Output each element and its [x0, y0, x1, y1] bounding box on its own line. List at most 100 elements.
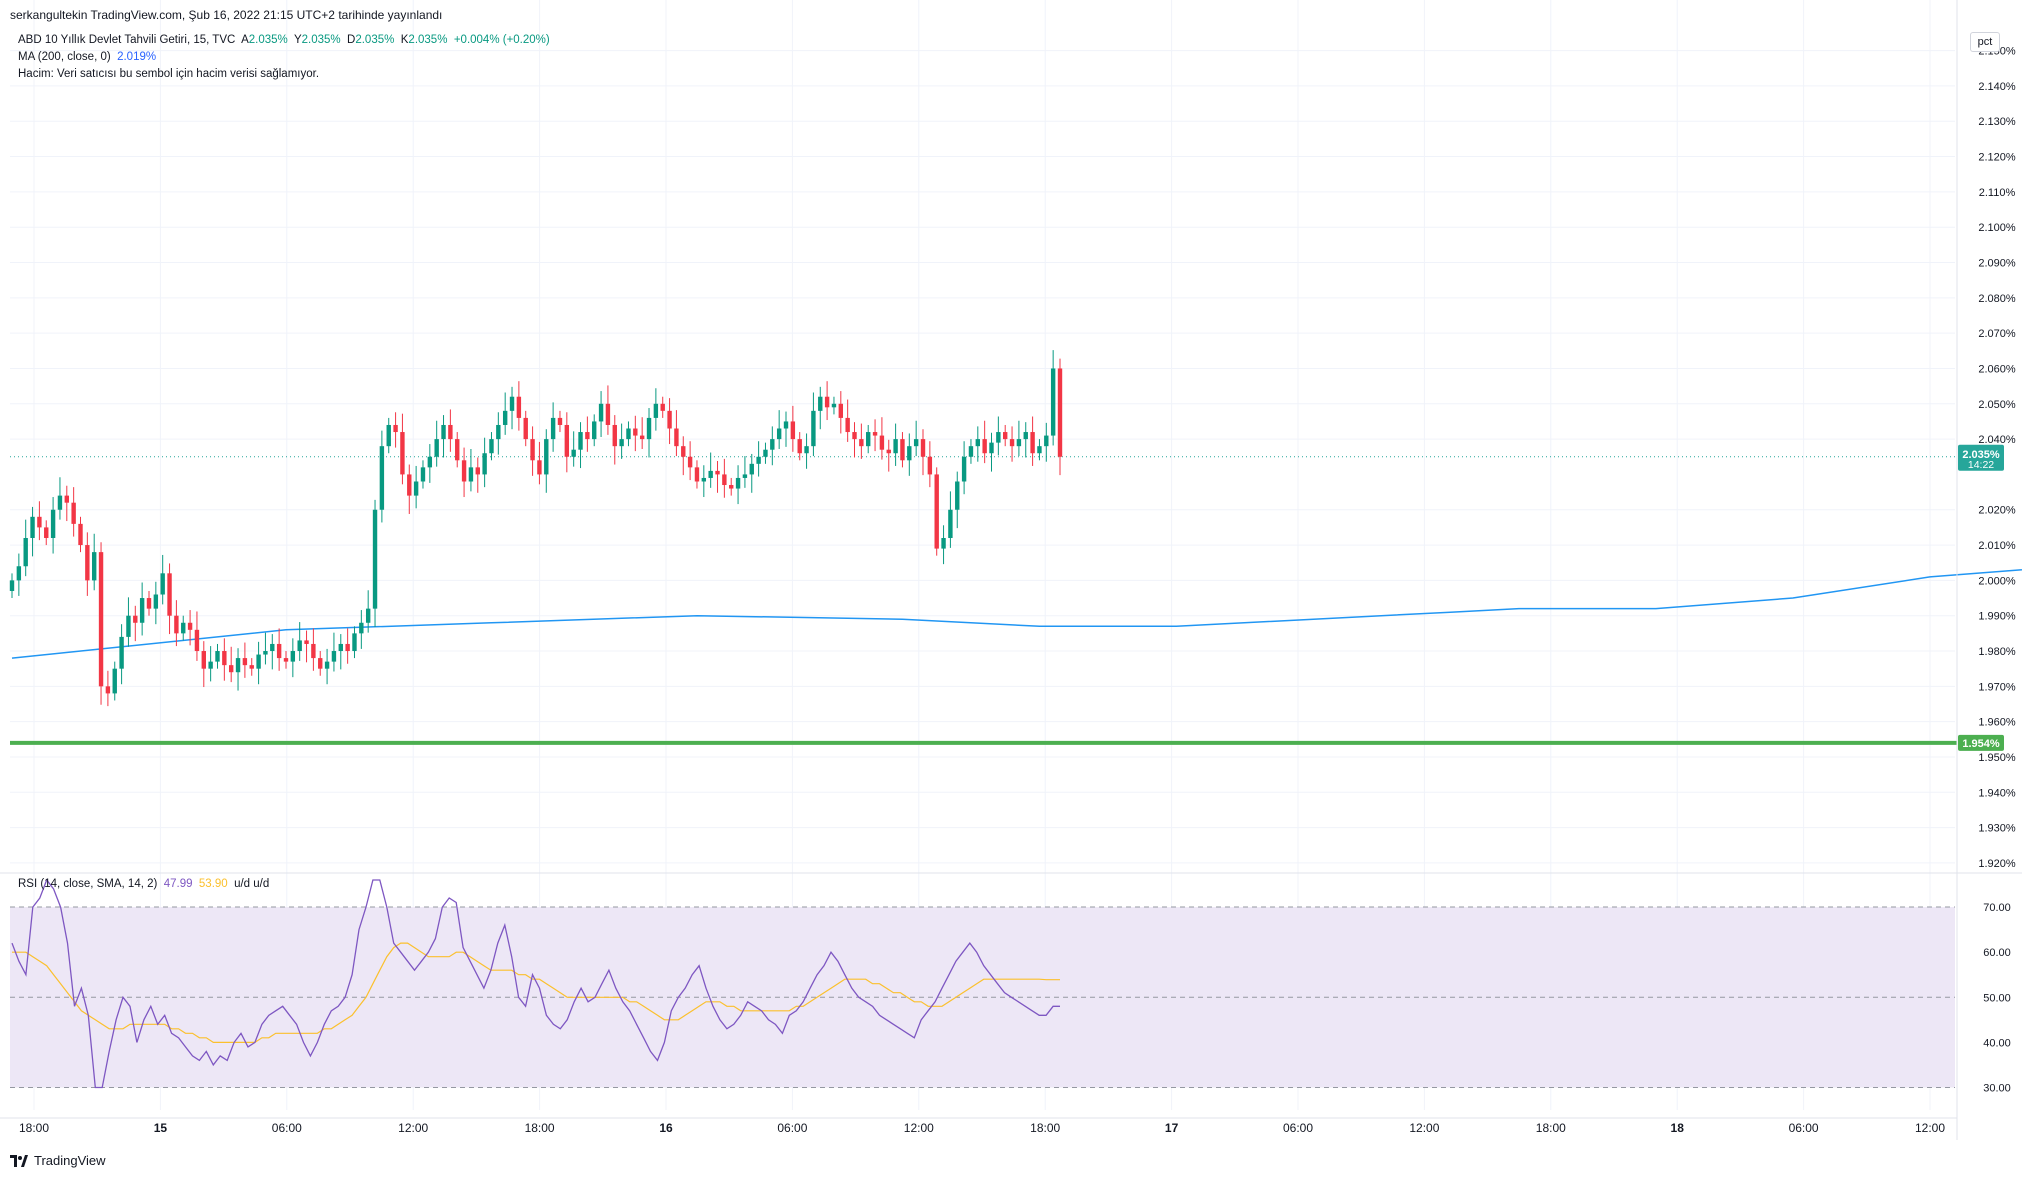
candle-body: [1037, 446, 1042, 454]
symbol-legend[interactable]: ABD 10 Yıllık Devlet Tahvili Getiri, 15,…: [18, 34, 550, 46]
price-tick-label: 2.040%: [1978, 434, 2016, 446]
ohlc-close-label: K: [400, 34, 409, 46]
candle-body: [694, 467, 700, 482]
candle-body: [934, 474, 939, 549]
candle-body: [516, 396, 522, 418]
candle-body: [64, 495, 69, 503]
candle-body: [509, 396, 515, 411]
candle-body: [605, 403, 611, 425]
candle-body: [167, 573, 172, 616]
candle-body: [475, 467, 480, 475]
candle-body: [1050, 368, 1056, 436]
candle-body: [729, 485, 734, 489]
candle-body: [194, 629, 200, 652]
candle-body: [763, 449, 768, 457]
candle-body: [91, 552, 97, 581]
candle-body: [413, 481, 419, 496]
candle-body: [592, 421, 597, 440]
candle-body: [71, 502, 76, 524]
candle-body: [263, 651, 268, 655]
candle-body: [989, 442, 994, 454]
candle-body: [270, 643, 275, 652]
candle-body: [749, 463, 754, 475]
candle-body: [831, 403, 837, 408]
candle-body: [633, 428, 638, 436]
rsi-legend[interactable]: RSI (14, close, SMA, 14, 2) 47.99 53.90 …: [18, 878, 269, 890]
candle-body: [318, 658, 323, 669]
ma-label: MA (200, close, 0): [18, 51, 111, 63]
price-tick-label: 2.020%: [1978, 505, 2016, 517]
candle-body: [407, 474, 412, 496]
time-tick-label: 12:00: [904, 1121, 934, 1135]
candle-body: [626, 428, 631, 440]
tradingview-brand-text: TradingView: [34, 1153, 106, 1168]
time-tick-label: 06:00: [1789, 1121, 1819, 1135]
candle-body: [701, 477, 707, 482]
rsi-tick-label: 70.00: [1983, 902, 2011, 914]
candle-body: [228, 665, 234, 673]
price-tick-label: 2.010%: [1978, 540, 2016, 552]
time-tick-label: 06:00: [272, 1121, 302, 1135]
rsi-tick-label: 40.00: [1983, 1037, 2011, 1049]
countdown-label: 14:22: [1968, 459, 1994, 471]
ma-value: 2.019%: [117, 51, 157, 63]
ohlc-open-label: A: [241, 34, 249, 46]
candle-body: [742, 474, 748, 478]
candle-body: [455, 439, 460, 461]
candle-body: [448, 424, 453, 440]
candle-body: [811, 410, 816, 447]
price-tick-label: 1.920%: [1978, 858, 2016, 870]
candle-body: [824, 396, 830, 408]
candle-body: [845, 417, 850, 433]
candle-body: [770, 439, 775, 450]
ma-legend[interactable]: MA (200, close, 0) 2.019%: [18, 51, 156, 63]
time-tick-label: 18:00: [19, 1121, 49, 1135]
rsi-ma-line: [12, 942, 1060, 1044]
candle-body: [496, 424, 501, 440]
publish-info: serkangultekin TradingView.com, Şub 16, …: [10, 8, 443, 22]
candle-body: [708, 470, 713, 478]
candle-body: [1009, 439, 1015, 447]
candle-body: [523, 417, 528, 440]
ma-line: [10, 456, 2022, 659]
candle-body: [489, 439, 494, 454]
rsi-value: 47.99: [163, 878, 193, 890]
candle-body: [674, 428, 679, 447]
footer-brand[interactable]: TradingView: [10, 1153, 106, 1168]
candle-body: [222, 651, 227, 666]
candle-body: [365, 608, 371, 623]
price-tick-label: 1.990%: [1978, 611, 2016, 623]
symbol-name: ABD 10 Yıllık Devlet Tahvili Getiri, 15,…: [18, 34, 236, 46]
candle-body: [578, 432, 583, 450]
candle-body: [571, 449, 576, 457]
candle-body: [30, 516, 35, 538]
candle-body: [879, 435, 885, 450]
candle-body: [687, 456, 693, 468]
price-tick-label: 2.070%: [1978, 328, 2016, 340]
ohlc-open-value: 2.035%: [248, 34, 288, 46]
ohlc-close-value: 2.035%: [408, 34, 448, 46]
price-tick-label: 2.050%: [1978, 399, 2016, 411]
candle-body: [619, 439, 624, 447]
rsi-tick-label: 50.00: [1983, 992, 2011, 1004]
candle-body: [482, 453, 487, 475]
candle-body: [372, 509, 378, 609]
rsi-tick-label: 30.00: [1983, 1082, 2011, 1094]
candle-body: [249, 665, 254, 669]
time-tick-label: 18: [1671, 1121, 1685, 1135]
candle-body: [112, 668, 117, 694]
candle-body: [187, 622, 193, 630]
candle-body: [646, 417, 652, 440]
candle-body: [420, 467, 426, 482]
candle-body: [181, 622, 186, 634]
time-tick-label: 15: [154, 1121, 168, 1135]
change-value: +0.004% (+0.20%): [453, 34, 550, 46]
candle-body: [16, 566, 22, 581]
candle-body: [153, 594, 159, 609]
candle-body: [735, 477, 741, 489]
candle-body: [790, 421, 796, 440]
scale-mode-button[interactable]: pct: [1970, 32, 2000, 52]
price-tick-label: 2.100%: [1978, 222, 2016, 234]
candle-body: [557, 417, 563, 425]
